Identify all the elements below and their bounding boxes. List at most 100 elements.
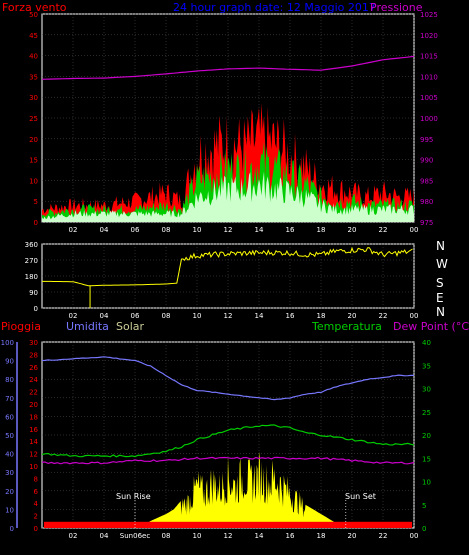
panel3-x-tick-label: 04: [100, 532, 109, 540]
compass-n-bottom: N: [436, 305, 445, 319]
panel3-x-tick-label: 10: [193, 532, 202, 540]
panel2-y-tick: 90: [29, 289, 38, 297]
header-left-label: Forza vento: [2, 1, 67, 14]
series-solar: [127, 451, 345, 528]
panel3-temp-tick: 25: [422, 409, 431, 417]
panel3-x-tick-label: Sun06ec: [120, 532, 151, 540]
panel1-x-tick-label: 06: [131, 226, 140, 234]
panel2-x-tick-label: 08: [162, 312, 171, 320]
panel3-rain-tick: 24: [29, 376, 38, 384]
panel3-rain-tick: 2: [34, 513, 38, 521]
panel3-rain-tick: 12: [29, 451, 38, 459]
panel3-rain-tick: 8: [34, 475, 38, 483]
label-solar: Solar: [116, 320, 145, 333]
panel3-temp-tick: 10: [422, 479, 431, 487]
panel3-humidity-tick: 30: [5, 469, 14, 477]
panel3-rain-tick: 4: [34, 500, 39, 508]
annotation-sunrise: Sun Rise: [116, 492, 151, 501]
panel2-x-tick-label: 18: [317, 312, 326, 320]
panel1-right-tick: 980: [420, 198, 433, 206]
panel1-x-tick-label: 02: [69, 226, 78, 234]
header-title: 24 hour graph date: 12 Maggio 2017: [173, 1, 376, 14]
panel3-x-tick-label: 00: [410, 532, 419, 540]
panel1-left-tick: 40: [29, 53, 38, 61]
panel3-humidity-tick: 10: [5, 506, 14, 514]
panel3-temp-tick: 40: [422, 339, 431, 347]
panel3-humidity-tick: 40: [5, 451, 14, 459]
chart-frames: [16, 13, 415, 529]
panel1-x-tick-label: 18: [317, 226, 326, 234]
panel3-humidity-tick: 100: [1, 339, 14, 347]
panel3-x-tick-label: 18: [317, 532, 326, 540]
panel3-rain-tick: 14: [29, 438, 38, 446]
compass-n-top: N: [436, 239, 445, 253]
panel3-rain-tick: 6: [34, 488, 39, 496]
panel1-right-tick: 995: [420, 136, 433, 144]
panel2-x-tick-label: 16: [286, 312, 295, 320]
panel3-temp-tick: 0: [422, 525, 426, 533]
panel1-left-tick: 45: [29, 32, 38, 40]
header-right-label: Pressione: [370, 1, 423, 14]
compass-e: E: [436, 291, 444, 305]
annotation-sunset: Sun Set: [345, 492, 376, 501]
panel3-rain-tick: 20: [29, 401, 38, 409]
panel1-right-tick: 1025: [420, 11, 438, 19]
panel3-rain-tick: 22: [29, 389, 38, 397]
panel3-x-tick-label: 20: [348, 532, 357, 540]
panel1-left-tick: 50: [29, 11, 38, 19]
panel2-x-tick-label: 22: [379, 312, 388, 320]
panel1-left-tick: 10: [29, 177, 38, 185]
panel2-x-tick-label: 02: [69, 312, 78, 320]
label-dewpoint: Dew Point (°C): [393, 320, 469, 333]
panel2-x-tick-label: 14: [255, 312, 264, 320]
panel2-y-tick: 360: [25, 241, 38, 249]
panel3-x-tick-label: 14: [255, 532, 264, 540]
panel1-right-tick: 990: [420, 157, 433, 165]
panel3-humidity-tick: 20: [5, 488, 14, 496]
series-temperatura: [41, 424, 415, 458]
panel2-y-tick: 180: [25, 273, 38, 281]
panel1-left-tick: 5: [34, 198, 38, 206]
compass-w: W: [436, 257, 448, 271]
panel1-left-tick: 25: [29, 115, 38, 123]
panel3-x-tick-label: 16: [286, 532, 295, 540]
panel3-humidity-tick: 0: [10, 525, 14, 533]
panel3-rain-tick: 28: [29, 351, 38, 359]
panel1-left-tick: 15: [29, 157, 38, 165]
panel3-rain-tick: 0: [34, 525, 38, 533]
panel1-x-tick-label: 22: [379, 226, 388, 234]
panel3-humidity-tick: 60: [5, 413, 14, 421]
panel3-humidity-tick: 80: [5, 376, 14, 384]
panel3-rain-tick: 30: [29, 339, 38, 347]
panel3-rain-tick: 16: [29, 426, 38, 434]
panel1-x-tick-label: 00: [410, 226, 419, 234]
panel3-temp-tick: 20: [422, 432, 431, 440]
panel2-x-tick-label: 20: [348, 312, 357, 320]
series-dew-point: [42, 456, 415, 465]
panel3-x-tick-label: 22: [379, 532, 388, 540]
panel1-left-tick: 30: [29, 94, 38, 102]
panel3-rain-tick: 10: [29, 463, 38, 471]
panel1-right-tick: 1005: [420, 94, 438, 102]
panel1-right-tick: 975: [420, 219, 433, 227]
series-pressione: [41, 55, 415, 80]
panel3-temp-tick: 35: [422, 362, 431, 370]
series-pioggia: [44, 521, 412, 528]
panel2-x-tick-label: 06: [131, 312, 140, 320]
chart-marks: 02 04 06 08 10 12 14 16 18 20 22 000510152025303540…: [1, 11, 438, 540]
series-gust-mid: [42, 142, 414, 222]
panel1-x-tick-label: 04: [100, 226, 109, 234]
panel1-right-tick: 985: [420, 177, 433, 185]
panel3-humidity-tick: 70: [5, 395, 14, 403]
panel3-temp-tick: 30: [422, 386, 431, 394]
panel1-x-tick-label: 20: [348, 226, 357, 234]
panel1-x-tick-label: 16: [286, 226, 295, 234]
panel1-left-tick: 20: [29, 136, 38, 144]
panel2-x-tick-label: 12: [224, 312, 233, 320]
panel3-x-tick-label: 02: [69, 532, 78, 540]
label-temperatura: Temperatura: [311, 320, 382, 333]
compass-s: S: [436, 276, 444, 290]
panel2-x-tick-label: 10: [193, 312, 202, 320]
panel3-humidity-tick: 50: [5, 432, 14, 440]
